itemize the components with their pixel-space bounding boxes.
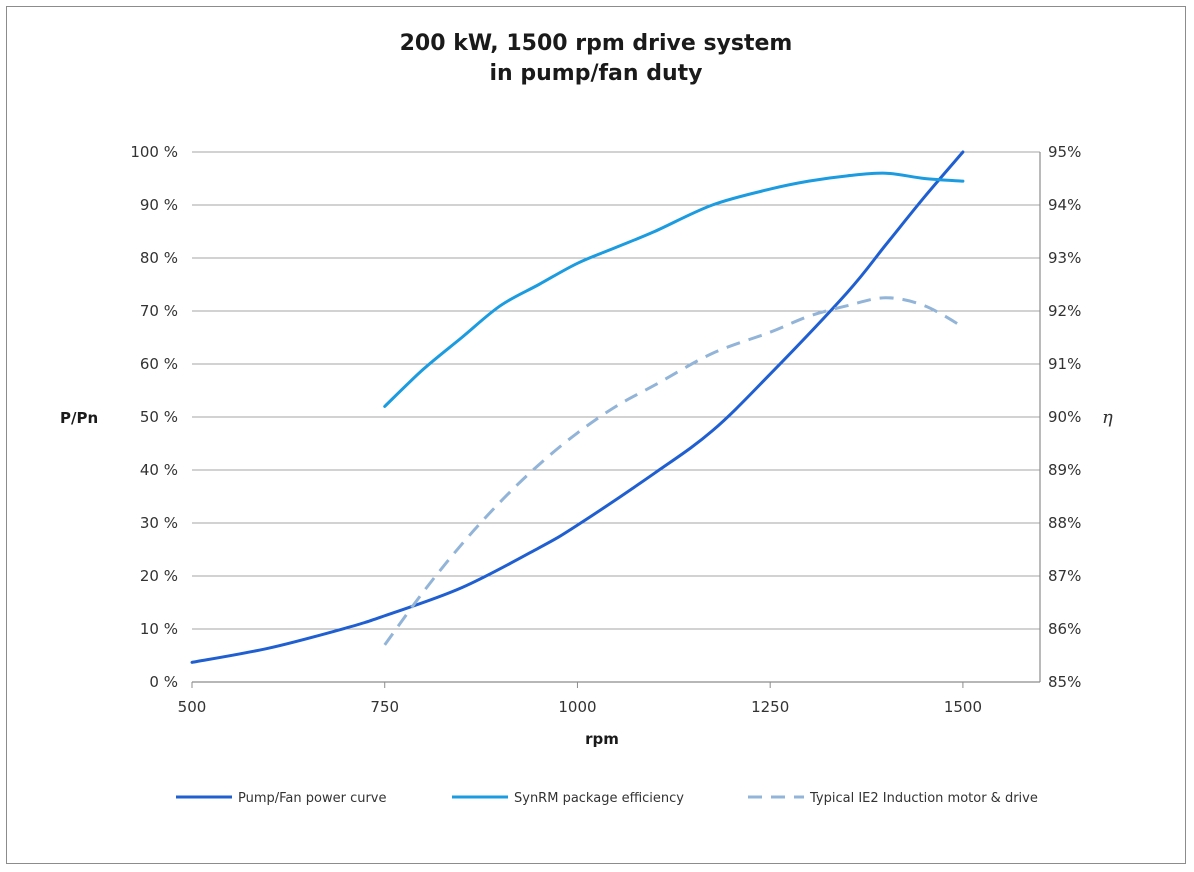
x-tick-label: 1250 [751,698,789,716]
y-left-tick-label: 60 % [140,355,178,373]
x-tick-label: 1500 [944,698,982,716]
series-line-1 [383,171,965,408]
y-left-tick-label: 20 % [140,567,178,585]
y-right-tick-label: 92% [1048,302,1081,320]
legend-label-0: Pump/Fan power curve [238,791,387,806]
y-right-tick-label: 88% [1048,514,1081,532]
x-tick-label: 500 [178,698,207,716]
right-axis-ticks: 85% 86% 87% 88% 89% 90% 91% 92% 93% 94% 95% [1048,143,1081,691]
gridlines [192,151,1041,683]
x-tick-label: 750 [370,698,399,716]
y-right-tick-label: 85% [1048,673,1081,691]
y-right-tick-label: 90% [1048,408,1081,426]
y-left-tick-label: 100 % [130,143,178,161]
y-right-tick-label: 86% [1048,620,1081,638]
y-left-tick-label: 80 % [140,249,178,267]
x-tick-label: 1000 [558,698,596,716]
series-line-0 [190,150,965,664]
series-line-2 [383,296,964,646]
y-right-tick-label: 94% [1048,196,1081,214]
chart-frame [6,6,1186,864]
legend-label-2: Typical IE2 Induction motor & drive [809,791,1038,806]
y-right-tick-label: 87% [1048,567,1081,585]
y-right-tick-label: 95% [1048,143,1081,161]
legend-label-1: SynRM package efficiency [514,791,684,806]
chart-title-line-1: 200 kW, 1500 rpm drive system [400,31,793,56]
y-left-tick-label: 0 % [149,673,178,691]
y-right-tick-label: 91% [1048,355,1081,373]
y-right-tick-label: 89% [1048,461,1081,479]
y-left-tick-label: 70 % [140,302,178,320]
y-left-tick-label: 40 % [140,461,178,479]
left-axis-ticks: 0 % 10 % 20 % 30 % 40 % 50 % 60 % 70 % 80 % 90 % 1… [130,143,178,691]
series-lines [190,150,965,664]
y-left-tick-label: 30 % [140,514,178,532]
y-right-tick-label: 93% [1048,249,1081,267]
chart-title-line-2: in pump/fan duty [490,61,703,86]
y-left-tick-label: 90 % [140,196,178,214]
legend: Pump/Fan power curve SynRM package effici… [176,791,1038,806]
x-axis-ticks: 500 750 1000 1250 1500 [178,682,982,716]
y-left-tick-label: 50 % [140,408,178,426]
y-left-tick-label: 10 % [140,620,178,638]
y-axis-left-label: P/Pn [60,409,98,427]
y-axis-right-label: η [1102,407,1113,428]
x-axis-label: rpm [585,730,619,748]
